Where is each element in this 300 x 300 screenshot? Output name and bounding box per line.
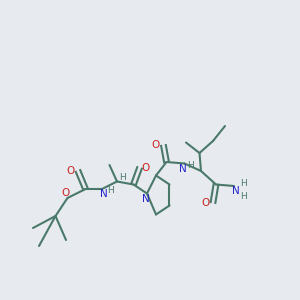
Text: H: H: [187, 160, 194, 169]
Text: N: N: [100, 189, 107, 200]
Text: N: N: [179, 164, 187, 174]
Text: H: H: [107, 186, 113, 195]
Text: O: O: [141, 163, 150, 173]
Text: O: O: [62, 188, 70, 199]
Text: O: O: [66, 166, 75, 176]
Text: O: O: [201, 197, 210, 208]
Text: H: H: [240, 192, 246, 201]
Text: H: H: [240, 178, 246, 188]
Text: H: H: [119, 172, 126, 182]
Text: N: N: [232, 186, 239, 197]
Text: N: N: [142, 194, 149, 204]
Text: O: O: [152, 140, 160, 151]
